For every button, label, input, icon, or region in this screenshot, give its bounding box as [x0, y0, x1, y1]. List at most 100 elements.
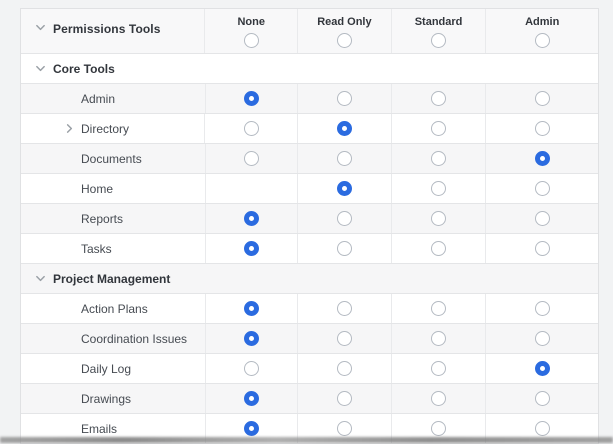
cell-coordination-issues-standard	[390, 324, 486, 353]
row-label-cell: Emails	[21, 414, 205, 443]
radio-emails-none[interactable]	[243, 421, 259, 436]
radio-action-plans-none[interactable]	[243, 301, 259, 316]
radio-emails-admin[interactable]	[534, 421, 550, 436]
radio-column-read-only[interactable]	[336, 33, 352, 48]
cell-documents-standard	[390, 144, 486, 173]
radio-home-standard[interactable]	[431, 181, 447, 196]
chevron-right-icon[interactable]	[64, 123, 75, 134]
cell-tasks-read-only	[297, 234, 391, 263]
cell-documents-read-only	[297, 144, 391, 173]
cell-reports-read-only	[297, 204, 391, 233]
row-label: Home	[81, 181, 114, 196]
radio-documents-standard[interactable]	[431, 151, 447, 166]
radio-admin-standard[interactable]	[431, 91, 447, 106]
table-row-action-plans: Action Plans	[21, 294, 598, 324]
radio-documents-read-only[interactable]	[336, 151, 352, 166]
radio-directory-read-only[interactable]	[336, 121, 352, 136]
cell-tasks-admin	[485, 234, 598, 263]
chevron-down-icon[interactable]	[35, 273, 46, 284]
radio-emails-standard[interactable]	[431, 421, 447, 436]
radio-documents-admin[interactable]	[534, 151, 550, 166]
radio-reports-admin[interactable]	[534, 211, 550, 226]
radio-coordination-issues-standard[interactable]	[431, 331, 447, 346]
row-label: Tasks	[81, 241, 112, 256]
radio-emails-read-only[interactable]	[336, 421, 352, 436]
cutoff-content-band	[0, 437, 613, 443]
cell-reports-admin	[485, 204, 598, 233]
cell-emails-standard	[390, 414, 486, 443]
radio-drawings-standard[interactable]	[431, 391, 447, 406]
radio-column-admin[interactable]	[534, 33, 550, 48]
cell-admin-standard	[390, 84, 486, 113]
radio-home-read-only[interactable]	[336, 181, 352, 196]
cell-drawings-admin	[485, 384, 598, 413]
radio-drawings-admin[interactable]	[534, 391, 550, 406]
row-label: Emails	[81, 421, 118, 436]
permissions-tools-header-cell: Permissions Tools	[21, 9, 204, 53]
row-label-cell: Daily Log	[21, 354, 205, 383]
cell-directory-read-only	[297, 114, 391, 143]
row-label-cell: Directory	[21, 114, 204, 143]
column-header-standard: Standard	[390, 9, 486, 53]
radio-admin-admin[interactable]	[534, 91, 550, 106]
radio-daily-log-read-only[interactable]	[336, 361, 352, 376]
radio-column-standard[interactable]	[431, 33, 447, 48]
cell-home-none	[204, 174, 298, 203]
cell-reports-standard	[390, 204, 486, 233]
radio-admin-none[interactable]	[243, 91, 259, 106]
radio-daily-log-none[interactable]	[243, 361, 259, 376]
radio-reports-standard[interactable]	[431, 211, 447, 226]
cell-drawings-read-only	[297, 384, 391, 413]
radio-tasks-none[interactable]	[243, 241, 259, 256]
radio-column-none[interactable]	[243, 33, 259, 48]
section-label: Project Management	[53, 271, 171, 286]
radio-drawings-read-only[interactable]	[336, 391, 352, 406]
radio-drawings-none[interactable]	[243, 391, 259, 406]
cell-daily-log-none	[204, 354, 298, 383]
radio-daily-log-standard[interactable]	[431, 361, 447, 376]
table-row-admin: Admin	[21, 84, 598, 114]
cell-emails-none	[204, 414, 298, 443]
radio-tasks-read-only[interactable]	[336, 241, 352, 256]
cell-directory-admin	[485, 114, 598, 143]
radio-action-plans-standard[interactable]	[431, 301, 447, 316]
cell-documents-none	[204, 144, 298, 173]
row-label: Action Plans	[81, 301, 148, 316]
radio-tasks-admin[interactable]	[534, 241, 550, 256]
chevron-down-icon[interactable]	[35, 22, 46, 33]
table-body: Core Tools Admin Directory Documents Home Rep…	[21, 54, 598, 444]
row-label: Reports	[81, 211, 124, 226]
chevron-down-icon[interactable]	[35, 63, 46, 74]
cell-coordination-issues-read-only	[297, 324, 391, 353]
cell-emails-admin	[485, 414, 598, 443]
radio-documents-none[interactable]	[243, 151, 259, 166]
radio-directory-standard[interactable]	[431, 121, 447, 136]
table-row-coordination-issues: Coordination Issues	[21, 324, 598, 354]
radio-coordination-issues-read-only[interactable]	[336, 331, 352, 346]
cell-tasks-standard	[390, 234, 486, 263]
cell-directory-none	[204, 114, 297, 143]
radio-admin-read-only[interactable]	[336, 91, 352, 106]
radio-action-plans-admin[interactable]	[534, 301, 550, 316]
radio-directory-admin[interactable]	[534, 121, 550, 136]
radio-home-admin[interactable]	[534, 181, 550, 196]
cell-reports-none	[204, 204, 298, 233]
column-header-label: Standard	[414, 16, 463, 28]
cell-daily-log-standard	[390, 354, 486, 383]
column-header-read-only: Read Only	[297, 9, 391, 53]
radio-directory-none[interactable]	[243, 121, 259, 136]
radio-reports-read-only[interactable]	[336, 211, 352, 226]
radio-tasks-standard[interactable]	[431, 241, 447, 256]
radio-daily-log-admin[interactable]	[534, 361, 550, 376]
table-row-directory: Directory	[21, 114, 598, 144]
radio-coordination-issues-admin[interactable]	[534, 331, 550, 346]
cell-daily-log-admin	[485, 354, 598, 383]
cell-action-plans-none	[204, 294, 298, 323]
table-row-drawings: Drawings	[21, 384, 598, 414]
cell-documents-admin	[485, 144, 598, 173]
radio-coordination-issues-none[interactable]	[243, 331, 259, 346]
radio-reports-none[interactable]	[243, 211, 259, 226]
radio-action-plans-read-only[interactable]	[336, 301, 352, 316]
row-label-cell: Tasks	[21, 234, 205, 263]
row-label: Directory	[81, 121, 130, 136]
